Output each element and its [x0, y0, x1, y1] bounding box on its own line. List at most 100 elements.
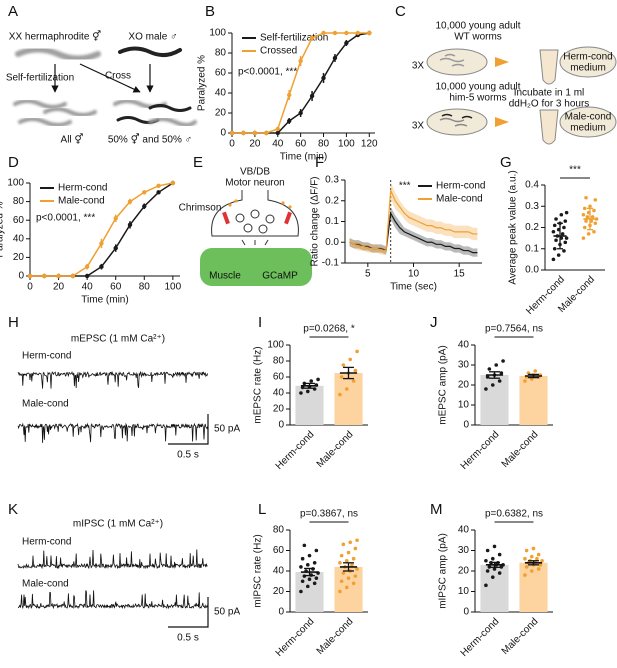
x-tick-label: 100 [165, 282, 182, 293]
trace [17, 370, 208, 389]
y-tick-label: 0 [220, 128, 226, 139]
y-tick-label: 0.0 [325, 237, 339, 248]
data-point [351, 581, 356, 586]
data-point [299, 391, 303, 395]
panel-letter: E [193, 154, 203, 171]
bar [519, 562, 548, 612]
data-point [302, 543, 307, 548]
data-point [562, 225, 566, 230]
legend-label: Crossed [260, 46, 297, 57]
data-point [339, 375, 344, 379]
data-point [499, 371, 504, 375]
diagram-text: Motor neuron [225, 178, 284, 189]
data-point [275, 126, 280, 132]
data-point [298, 110, 303, 116]
y-tick-label: 40 [458, 340, 470, 351]
y-tick-label: 100 [267, 340, 284, 351]
panel-letter: J [430, 314, 438, 331]
data-point [309, 93, 315, 99]
trace [17, 590, 208, 610]
data-point [84, 264, 90, 269]
data-point [56, 273, 61, 279]
data-point [592, 229, 596, 234]
data-point [485, 569, 490, 573]
data-point [523, 379, 527, 383]
error-band [349, 206, 478, 257]
data-point [559, 212, 564, 217]
x-tick-label: 20 [249, 139, 261, 150]
data-point [299, 565, 303, 569]
data-point [229, 130, 235, 136]
data-point [298, 58, 303, 64]
y-tick-label: 60 [273, 545, 285, 556]
data-point [484, 583, 488, 588]
data-point [501, 359, 505, 363]
diagram-text: 3X [412, 61, 425, 72]
y-tick-label: 0.4 [525, 180, 539, 191]
panel-letter: C [395, 3, 406, 20]
x-axis-label: Time (sec) [390, 282, 437, 293]
y-tick-label: 20 [13, 252, 25, 263]
y-tick-label: 0.2 [325, 195, 339, 206]
data-point [492, 567, 497, 571]
data-point [501, 563, 505, 567]
data-point [592, 208, 596, 213]
y-tick-label: 0 [278, 420, 284, 431]
x-tick-label: Herm-cond [274, 429, 317, 472]
data-point [307, 577, 312, 581]
data-point [287, 92, 292, 98]
data-point [593, 198, 598, 202]
data-point [344, 40, 349, 46]
data-point [338, 561, 342, 565]
x-tick-label: Male-cond [315, 429, 356, 470]
series-line [232, 32, 370, 134]
data-point [353, 546, 358, 551]
trace-title: mEPSC (1 mM Ca²⁺) [71, 334, 165, 345]
panel-letter: A [8, 3, 18, 20]
legend-label: Male-cond [436, 194, 483, 205]
data-point [355, 567, 359, 571]
data-point [113, 245, 118, 251]
y-tick-label: 20 [458, 380, 470, 391]
data-point [564, 236, 569, 240]
x-tick-label: 20 [53, 282, 65, 293]
data-point [367, 30, 372, 36]
data-point [552, 223, 557, 228]
diagram-text: Cross [105, 71, 131, 82]
bar [334, 373, 363, 425]
data-point [523, 556, 527, 561]
data-point [309, 379, 314, 383]
data-point [309, 35, 315, 41]
y-axis-label: mIPSC rate (Hz) [253, 534, 264, 607]
data-point [339, 579, 344, 584]
data-point [142, 190, 147, 195]
bar [480, 564, 509, 612]
x-tick-label: 0 [27, 282, 33, 293]
data-point [562, 249, 566, 253]
data-point [584, 219, 588, 223]
y-tick-label: 80 [215, 48, 227, 59]
y-tick-label: 0.3 [525, 201, 539, 212]
scale-bar [168, 414, 209, 445]
diagram-text: GCaMP [262, 271, 298, 282]
data-point [99, 241, 104, 246]
y-axis-label: Paralyzed % [197, 55, 208, 111]
data-point [556, 253, 561, 257]
x-tick-label: 40 [82, 282, 94, 293]
y-tick-label: 30 [458, 545, 470, 556]
data-point [593, 221, 598, 226]
panel-letter: B [205, 3, 215, 20]
data-point [312, 581, 317, 586]
data-point [300, 579, 305, 584]
data-point [563, 240, 568, 245]
data-point [127, 199, 133, 204]
annotation: p=0.0268, * [303, 324, 355, 335]
y-axis-label: Paralyzed % [0, 201, 6, 257]
data-point [350, 563, 354, 567]
data-point [344, 30, 349, 36]
x-axis-label: Time (min) [81, 295, 128, 306]
y-tick-label: 0 [463, 420, 469, 431]
annotation: *** [569, 165, 581, 176]
annotation: p=0.6382, ns [485, 509, 543, 520]
data-point [564, 210, 569, 215]
